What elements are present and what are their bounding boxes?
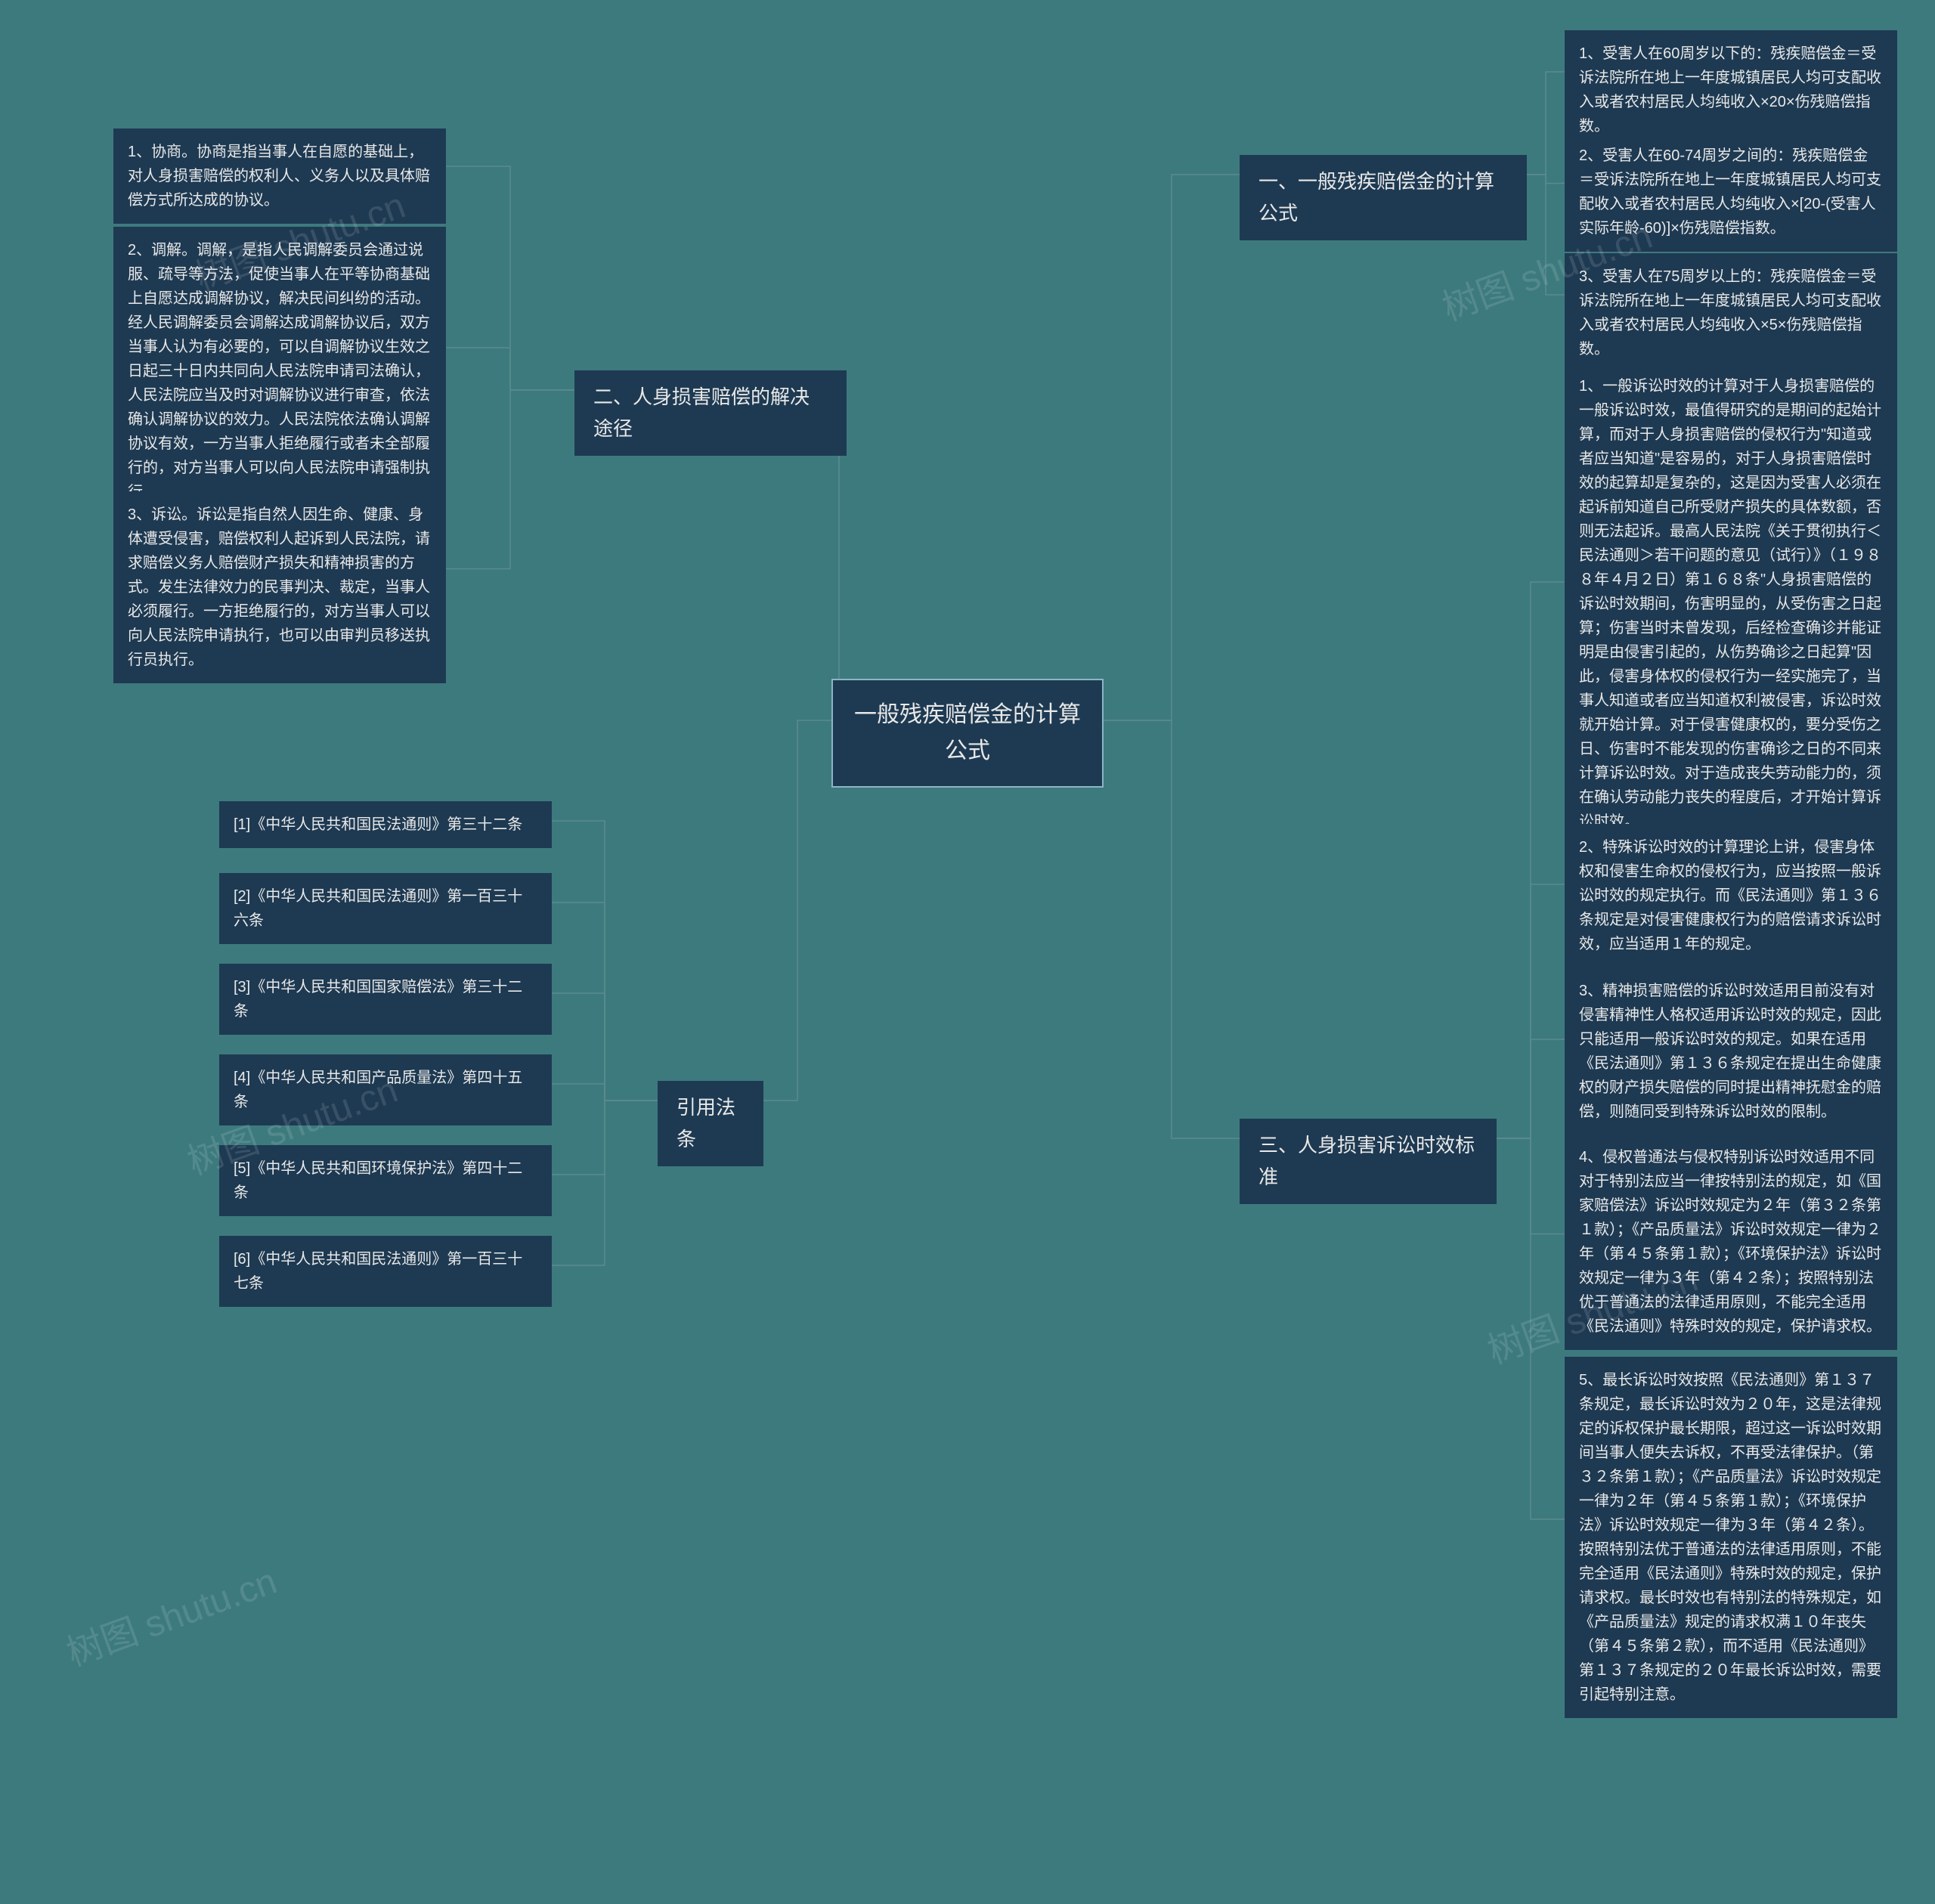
leaf-2-2: 3、诉讼。诉讼是指自然人因生命、健康、身体遭受侵害，赔偿权利人起诉到人民法院，请…: [113, 491, 446, 683]
branch-4: 引用法条: [658, 1081, 763, 1166]
leaf-3-1: 2、特殊诉讼时效的计算理论上讲，侵害身体权和侵害生命权的侵权行为，应当按照一般诉…: [1565, 824, 1897, 967]
branch-4-label: 引用法条: [676, 1096, 735, 1150]
center-node: 一般残疾赔偿金的计算公式: [831, 679, 1104, 788]
leaf-3-4: 5、最长诉讼时效按照《民法通则》第１３７条规定，最长诉讼时效为２０年，这是法律规…: [1565, 1357, 1897, 1718]
leaf-2-1: 2、调解。调解，是指人民调解委员会通过说服、疏导等方法，促使当事人在平等协商基础…: [113, 227, 446, 515]
branch-1-label: 一、一般残疾赔偿金的计算公式: [1259, 170, 1494, 224]
watermark: 树图 shutu.cn: [58, 1551, 283, 1676]
leaf-1-1: 2、受害人在60-74周岁之间的：残疾赔偿金＝受诉法院所在地上一年度城镇居民人均…: [1565, 132, 1897, 252]
leaf-3-2: 3、精神损害赔偿的诉讼时效适用目前没有对侵害精神性人格权适用诉讼时效的规定，因此…: [1565, 967, 1897, 1135]
leaf-4-1: [2]《中华人民共和国民法通则》第一百三十六条: [219, 873, 552, 944]
leaf-4-4: [5]《中华人民共和国环境保护法》第四十二条: [219, 1145, 552, 1216]
leaf-4-5: [6]《中华人民共和国民法通则》第一百三十七条: [219, 1236, 552, 1307]
leaf-4-2: [3]《中华人民共和国国家赔偿法》第三十二条: [219, 964, 552, 1035]
leaf-3-0: 1、一般诉讼时效的计算对于人身损害赔偿的一般诉讼时效，最值得研究的是期间的起始计…: [1565, 363, 1897, 845]
leaf-4-3: [4]《中华人民共和国产品质量法》第四十五条: [219, 1054, 552, 1125]
leaf-1-2: 3、受害人在75周岁以上的：残疾赔偿金＝受诉法院所在地上一年度城镇居民人均可支配…: [1565, 253, 1897, 373]
branch-2-label: 二、人身损害赔偿的解决途径: [593, 385, 810, 440]
branch-2: 二、人身损害赔偿的解决途径: [574, 370, 847, 456]
center-label: 一般残疾赔偿金的计算公式: [854, 702, 1081, 763]
leaf-4-0: [1]《中华人民共和国民法通则》第三十二条: [219, 801, 552, 848]
leaf-2-0: 1、协商。协商是指当事人在自愿的基础上，对人身损害赔偿的权利人、义务人以及具体赔…: [113, 128, 446, 224]
leaf-3-3: 4、侵权普通法与侵权特别诉讼时效适用不同对于特别法应当一律按特别法的规定，如《国…: [1565, 1134, 1897, 1350]
branch-3-label: 三、人身损害诉讼时效标准: [1259, 1134, 1475, 1188]
branch-1: 一、一般残疾赔偿金的计算公式: [1240, 155, 1527, 240]
branch-3: 三、人身损害诉讼时效标准: [1240, 1119, 1497, 1204]
